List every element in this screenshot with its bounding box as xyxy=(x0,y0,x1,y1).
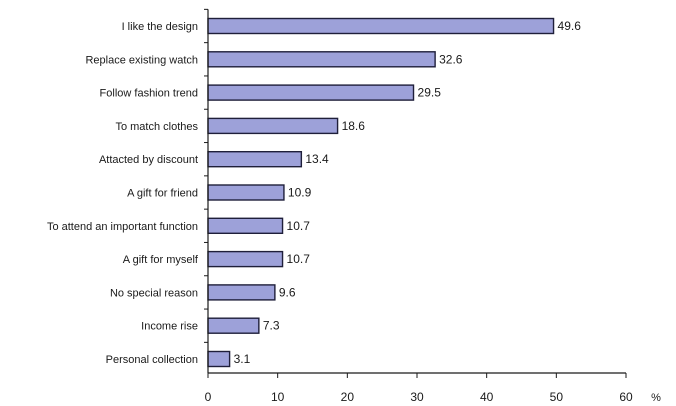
bar xyxy=(207,84,415,101)
category-label: Attacted by discount xyxy=(99,154,198,166)
category-label: Follow fashion trend xyxy=(100,88,198,100)
value-label: 32.6 xyxy=(439,52,463,66)
category-label: To attend an important function xyxy=(47,221,198,233)
value-label: 3.1 xyxy=(234,352,251,366)
bar xyxy=(207,350,231,368)
value-label: 10.9 xyxy=(288,186,312,200)
value-label: 13.4 xyxy=(305,152,329,166)
x-tick-label: 10 xyxy=(271,390,285,404)
x-tick-label: 40 xyxy=(480,390,494,404)
bar xyxy=(207,51,436,68)
x-tick-label: 0 xyxy=(205,390,212,404)
bar xyxy=(207,284,276,301)
labels-group: I like the design 49.6 Replace existing wa… xyxy=(47,19,581,366)
bar xyxy=(207,184,285,201)
bar xyxy=(207,117,339,135)
category-label: A gift for friend xyxy=(127,188,198,200)
bar xyxy=(207,317,260,334)
bar xyxy=(207,150,303,168)
value-label: 49.6 xyxy=(558,19,582,33)
category-label: A gift for myself xyxy=(123,254,199,266)
bar xyxy=(207,250,284,268)
value-label: 10.7 xyxy=(287,219,311,233)
bars-group xyxy=(207,17,555,368)
category-label: Income rise xyxy=(141,321,198,333)
category-label: Replace existing watch xyxy=(85,54,198,66)
value-label: 29.5 xyxy=(418,86,442,100)
category-label: I like the design xyxy=(122,21,198,33)
x-tick-label: 50 xyxy=(550,390,564,404)
category-label: To match clothes xyxy=(115,121,198,133)
x-ticks-group: 0 10 20 30 40 50 60 xyxy=(204,8,633,404)
value-label: 7.3 xyxy=(263,319,280,333)
category-label: Personal collection xyxy=(106,354,198,366)
value-label: 18.6 xyxy=(342,119,366,133)
x-tick-label: 60 xyxy=(619,390,633,404)
bar xyxy=(207,17,555,35)
value-label: 9.6 xyxy=(279,285,296,299)
bar xyxy=(207,217,284,235)
category-label: No special reason xyxy=(110,287,198,299)
x-tick-label: 30 xyxy=(410,390,424,404)
x-tick-label: 20 xyxy=(341,390,355,404)
x-axis-unit-label: % xyxy=(651,392,661,404)
value-label: 10.7 xyxy=(287,252,311,266)
